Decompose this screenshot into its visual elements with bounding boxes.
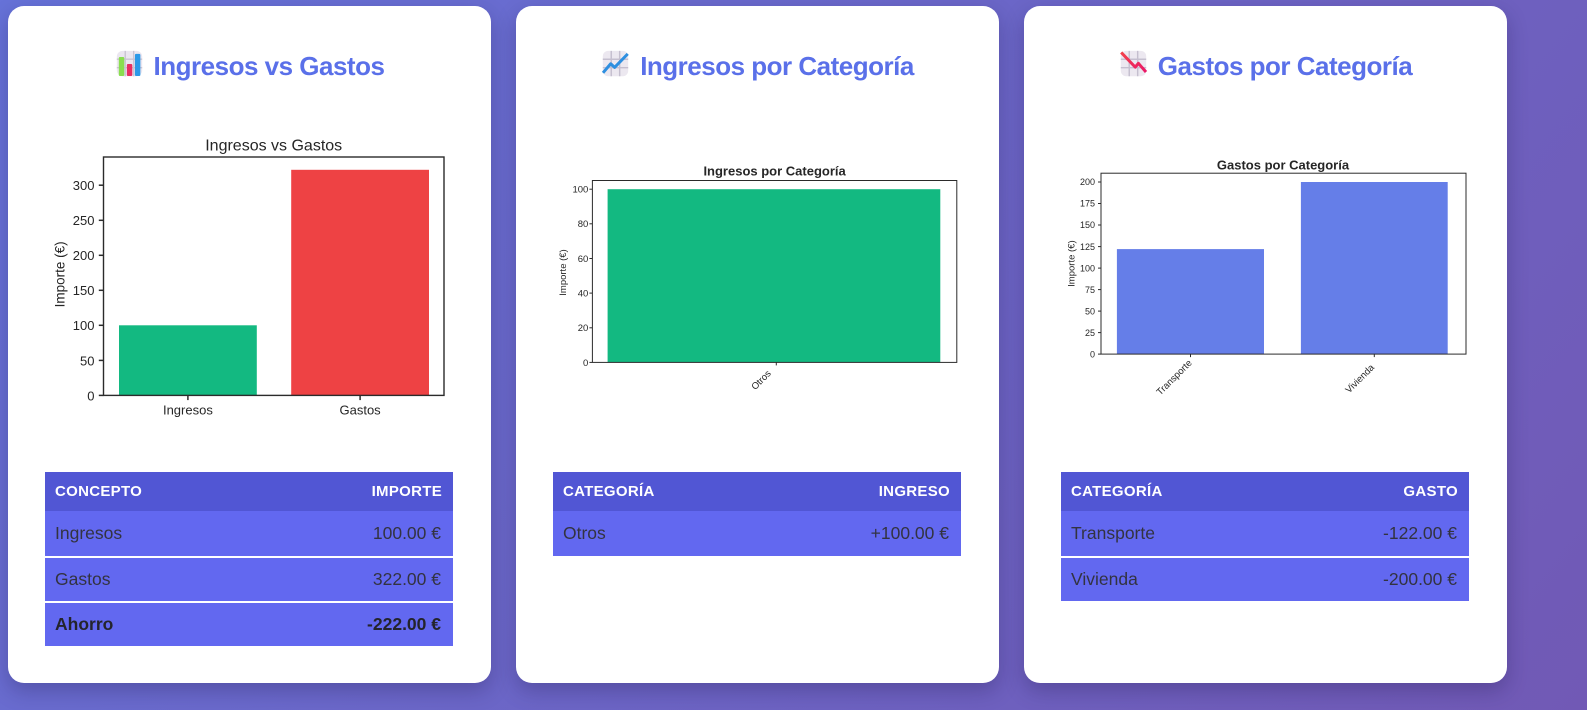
svg-text:20: 20 <box>578 323 589 334</box>
svg-text:Vivienda: Vivienda <box>1343 362 1377 396</box>
svg-text:Importe (€): Importe (€) <box>1066 240 1077 286</box>
svg-text:0: 0 <box>583 358 588 369</box>
svg-text:0: 0 <box>87 388 94 403</box>
svg-text:80: 80 <box>578 219 589 230</box>
svg-text:150: 150 <box>73 283 95 298</box>
svg-text:100: 100 <box>1080 263 1095 273</box>
svg-text:Otros: Otros <box>749 368 773 392</box>
svg-text:60: 60 <box>578 254 589 265</box>
svg-text:200: 200 <box>1080 177 1095 187</box>
svg-text:50: 50 <box>1085 306 1095 316</box>
svg-text:100: 100 <box>572 185 588 196</box>
svg-text:Importe (€): Importe (€) <box>53 241 68 307</box>
svg-text:300: 300 <box>73 178 95 193</box>
svg-text:250: 250 <box>73 213 95 228</box>
svg-text:0: 0 <box>1090 349 1095 359</box>
svg-text:125: 125 <box>1080 242 1095 252</box>
svg-text:Importe (€): Importe (€) <box>558 249 569 295</box>
svg-text:150: 150 <box>1080 220 1095 230</box>
svg-text:40: 40 <box>578 289 589 300</box>
svg-text:Transporte: Transporte <box>1155 358 1195 398</box>
svg-text:175: 175 <box>1080 199 1095 209</box>
svg-text:Gastos por Categoría: Gastos por Categoría <box>1217 157 1350 172</box>
svg-text:Gastos: Gastos <box>340 402 382 417</box>
svg-text:Ingresos: Ingresos <box>163 402 213 417</box>
svg-text:100: 100 <box>73 318 95 333</box>
svg-text:75: 75 <box>1085 285 1095 295</box>
svg-text:Ingresos vs Gastos: Ingresos vs Gastos <box>205 138 342 155</box>
svg-text:25: 25 <box>1085 328 1095 338</box>
svg-text:Ingresos por Categoría: Ingresos por Categoría <box>703 164 846 179</box>
svg-text:200: 200 <box>73 248 95 263</box>
svg-text:50: 50 <box>80 353 94 368</box>
